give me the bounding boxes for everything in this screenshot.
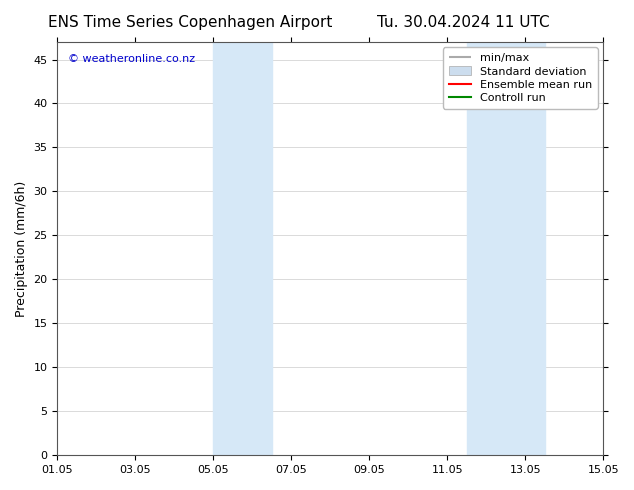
Bar (467, 42, 545, 455)
Text: © weatheronline.co.nz: © weatheronline.co.nz (68, 54, 195, 64)
Y-axis label: Precipitation (mm/6h): Precipitation (mm/6h) (15, 180, 28, 317)
Text: ENS Time Series Copenhagen Airport: ENS Time Series Copenhagen Airport (48, 15, 332, 30)
Text: Tu. 30.04.2024 11 UTC: Tu. 30.04.2024 11 UTC (377, 15, 549, 30)
Legend: min/max, Standard deviation, Ensemble mean run, Controll run: min/max, Standard deviation, Ensemble me… (443, 48, 598, 109)
Bar (214, 42, 272, 455)
